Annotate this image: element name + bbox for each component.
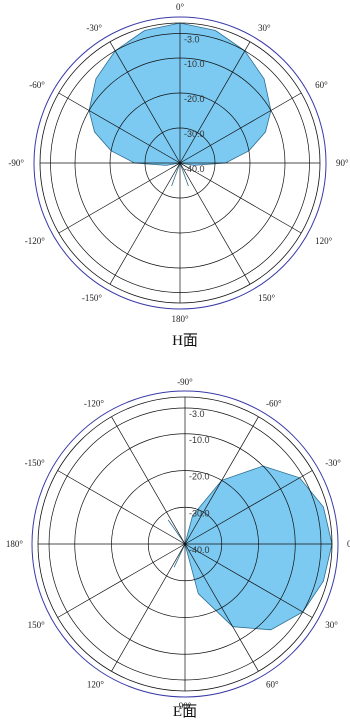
h-plane-polar-plot: -3.0 -10.0 -20.0 -30.0 -40.0 0° 30° 60° 90° 120° 1… xyxy=(8,2,349,324)
angle-label: 90° xyxy=(336,158,349,168)
angle-label: 90° xyxy=(179,701,192,711)
ring-label: -3.0 xyxy=(184,35,200,45)
angle-spoke xyxy=(179,162,251,285)
outer-frame-ring xyxy=(31,390,339,698)
angle-spoke xyxy=(111,416,186,545)
angle-label: 150° xyxy=(258,293,276,303)
angle-spoke xyxy=(58,162,181,234)
ring-label: -10.0 xyxy=(189,435,210,445)
angle-spoke xyxy=(184,543,313,618)
angle-label: -90° xyxy=(177,377,193,387)
angle-spoke xyxy=(184,543,259,672)
angle-label: 30° xyxy=(325,620,338,630)
ring-label: -3.0 xyxy=(189,409,205,419)
angle-spoke xyxy=(111,543,186,672)
angle-label: -30° xyxy=(325,458,341,468)
outer-frame-ring xyxy=(33,16,327,310)
angle-label: -150° xyxy=(25,458,45,468)
angle-spoke xyxy=(184,470,313,545)
ring-label: -20.0 xyxy=(184,94,205,104)
angle-label: 30° xyxy=(258,23,271,33)
angle-label: 120° xyxy=(315,236,333,246)
angle-label: -120° xyxy=(84,399,104,409)
angle-label: 150° xyxy=(28,620,46,630)
h-plane-caption: H面 xyxy=(172,333,198,349)
angle-label: -90° xyxy=(8,158,24,168)
ring-label: -10.0 xyxy=(184,59,205,69)
angle-label: -60° xyxy=(266,399,282,409)
angle-spoke xyxy=(179,162,302,234)
ring-label: -30.0 xyxy=(189,508,210,518)
e-plane-polar-plot: -3.0 -10.0 -20.0 -30.0 -40.0 -90° -60° -30° 0° 30… xyxy=(6,377,350,711)
angle-label: 60° xyxy=(266,679,279,689)
angle-spoke xyxy=(109,162,181,285)
angle-label: 120° xyxy=(87,679,105,689)
angle-spoke xyxy=(58,92,181,164)
angle-label: -30° xyxy=(86,23,102,33)
angle-label: -60° xyxy=(29,80,45,90)
angle-spoke xyxy=(179,92,302,164)
ring-label: -30.0 xyxy=(184,129,205,139)
angle-label: 60° xyxy=(315,80,328,90)
angle-label: 180° xyxy=(171,314,189,324)
e-plane-caption: E面 xyxy=(173,704,197,720)
angle-spoke xyxy=(57,543,186,618)
angle-spoke xyxy=(57,470,186,545)
ring-label: -20.0 xyxy=(189,472,210,482)
angle-label: 180° xyxy=(6,539,24,549)
angle-label: 0° xyxy=(176,2,185,12)
angle-spoke xyxy=(109,41,181,164)
angle-spoke xyxy=(184,416,259,545)
angle-label: -120° xyxy=(25,236,45,246)
angle-label: -150° xyxy=(82,293,102,303)
ring-label: -40.0 xyxy=(184,164,205,174)
angle-spoke xyxy=(179,41,251,164)
ring-label: -40.0 xyxy=(189,545,210,555)
angle-label: 0° xyxy=(347,539,350,549)
